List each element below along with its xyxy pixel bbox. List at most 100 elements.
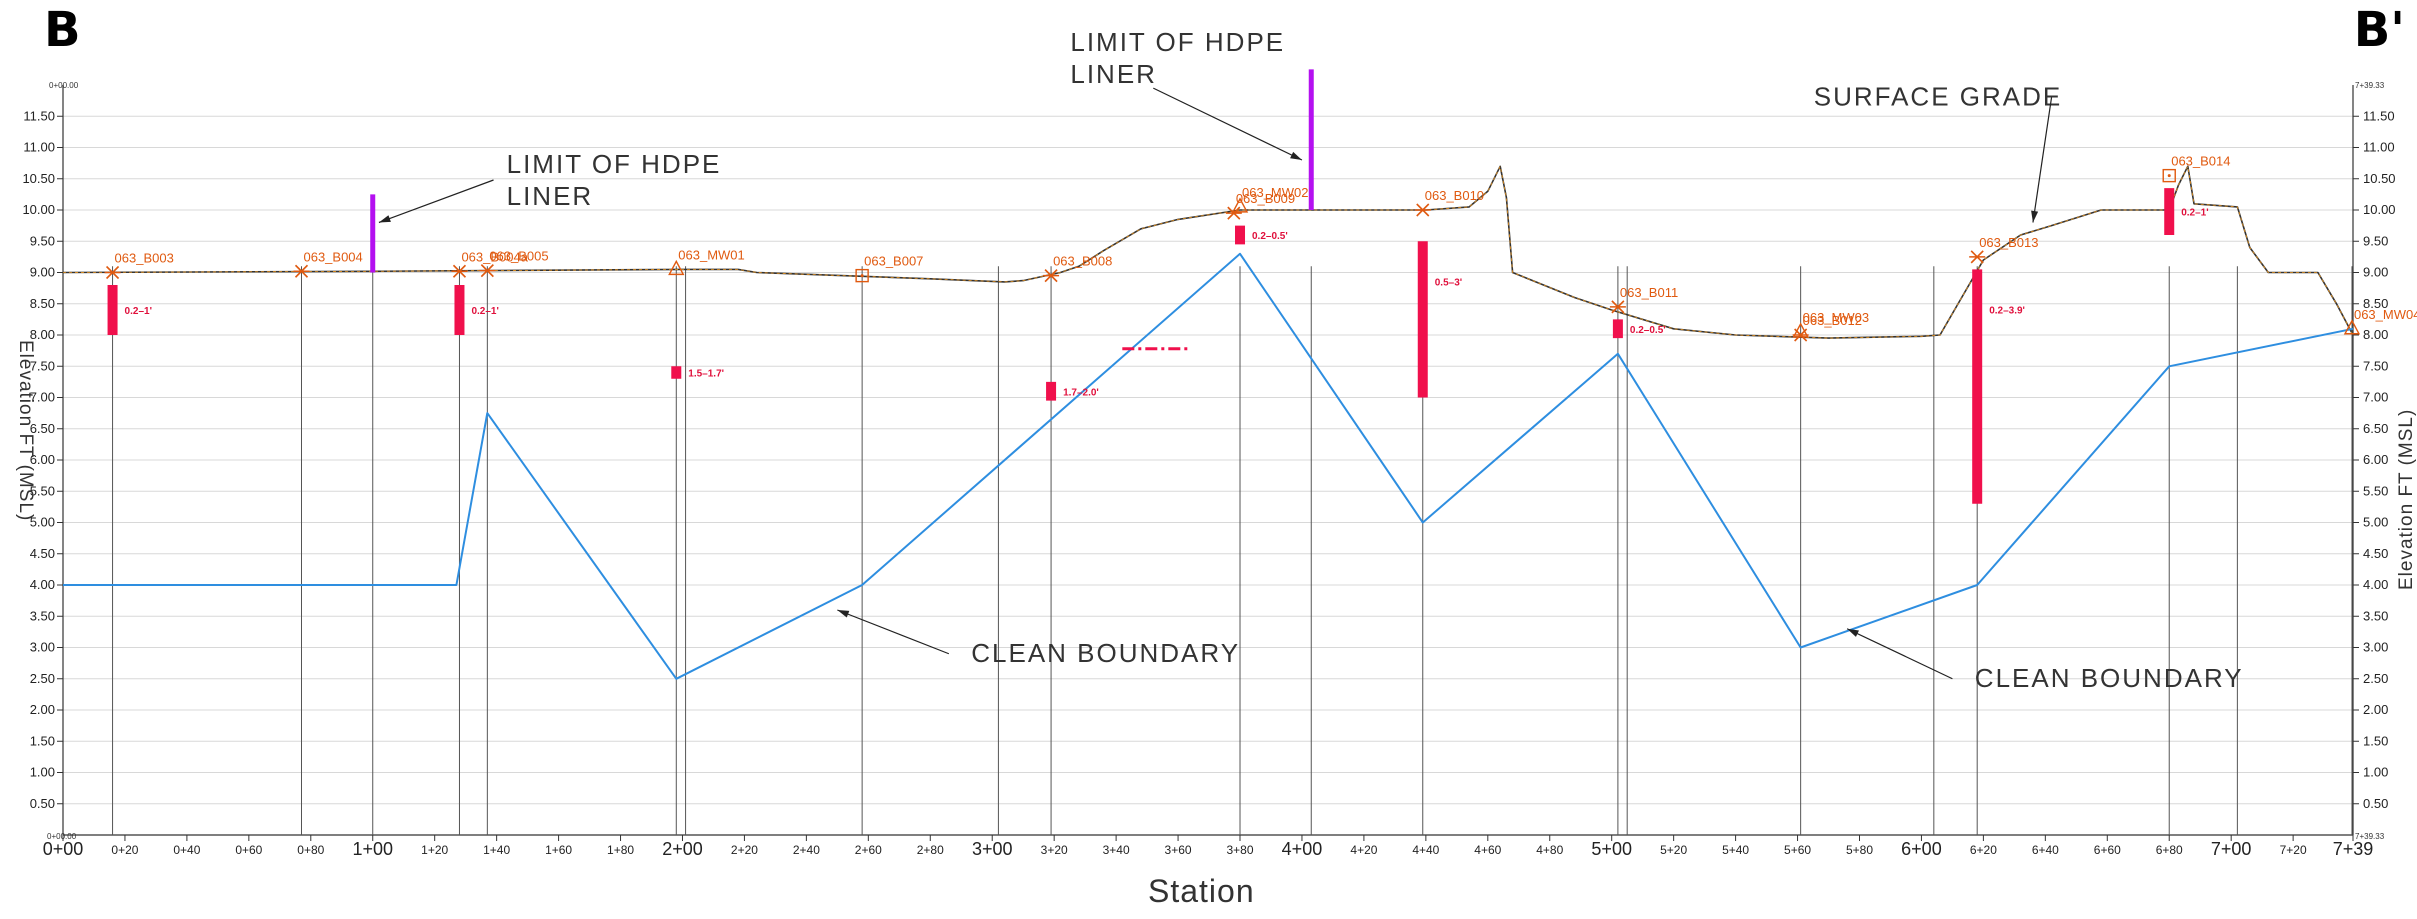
y-tick-label-left: 8.50	[30, 296, 55, 311]
callout-text: CLEAN BOUNDARY	[971, 638, 1240, 668]
marks: 0.2–1' 0.2–1' 1.5–1.7' 1.7–2.0' 0.2–0.5' 0.5–…	[104, 69, 2417, 504]
callout-text: LIMIT OF HDPE	[507, 149, 722, 179]
x-tick-label: 3+60	[1165, 843, 1192, 857]
series	[62, 165, 2354, 680]
boring-label: 063_MW03	[1803, 310, 1869, 325]
y-tick-label-right: 2.00	[2363, 702, 2388, 717]
x-tick-label: 4+60	[1474, 843, 1501, 857]
y-tick-label-right: 10.00	[2363, 202, 2396, 217]
callout-leader	[2032, 97, 2053, 223]
y-tick-label-right: 8.50	[2363, 296, 2388, 311]
contamination-label: 0.2–1'	[125, 306, 152, 317]
boring-star-symbol	[1225, 206, 1242, 220]
x-tick-label: 5+00	[1591, 839, 1632, 859]
surface-accent-line	[62, 165, 2354, 339]
boring-star-symbol	[479, 264, 496, 278]
x-tick-label: 7+39	[2333, 839, 2374, 859]
y-tick-label-right: 3.50	[2363, 608, 2388, 623]
boring-star-symbol	[451, 264, 468, 278]
callout-arrowhead	[837, 610, 850, 618]
axes: 0.50 0.50 1.00 1.00 1.50 1.50 2.00 2.00 2.50 2.50…	[22, 85, 2396, 859]
boring-star-symbol	[1043, 269, 1060, 283]
well-triangle-symbol	[2343, 319, 2361, 335]
x-tick-label: 3+20	[1041, 843, 1068, 857]
boring-label: 063_B007	[864, 254, 923, 269]
section-label-start: B	[44, 2, 81, 58]
callout-arrowhead	[1847, 628, 1859, 637]
y-tick-label-left: 1.00	[30, 765, 55, 780]
boring-label: 063_B012	[1803, 313, 1862, 328]
y-tick-label-right: 5.00	[2363, 515, 2388, 530]
well-triangle-symbol	[668, 259, 685, 276]
y-tick-label-left: 2.00	[30, 702, 55, 717]
boring-label: 063_B011	[1620, 285, 1678, 300]
contamination-interval	[107, 285, 118, 335]
y-tick-label-right: 0.50	[2363, 796, 2388, 811]
x-tick-label: 4+40	[1412, 843, 1439, 857]
x-tick-label: 1+40	[483, 843, 510, 857]
boring-star-symbol	[1609, 300, 1626, 314]
y-tick-label-right: 6.50	[2363, 421, 2388, 436]
station-corner-top-left: 0+00.00	[49, 81, 79, 90]
x-tick-label: 5+80	[1846, 843, 1873, 857]
y-tick-label-left: 9.50	[30, 233, 55, 248]
x-tick-label: 1+60	[545, 843, 572, 857]
x-tick-label: 7+20	[2280, 843, 2307, 857]
contamination-interval	[2164, 188, 2175, 235]
boring-label: 063_B004	[303, 249, 362, 264]
x-tick-label: 0+20	[111, 843, 138, 857]
y-tick-label-left: 1.50	[30, 733, 55, 748]
x-tick-label: 6+40	[2032, 843, 2059, 857]
callout-leader	[837, 609, 950, 655]
boring-star-symbol	[1414, 203, 1431, 217]
callout-leader	[1846, 628, 1953, 680]
x-tick-label: 4+80	[1536, 843, 1563, 857]
boring-lines	[112, 266, 2353, 835]
contamination-label: 1.5–1.7'	[688, 369, 724, 380]
boring-square-symbol	[855, 268, 869, 283]
y-tick-label-left: 8.00	[30, 327, 55, 342]
contamination-label: 0.2–3.9'	[1989, 305, 2025, 316]
boring-label: 063_B014	[2171, 154, 2230, 169]
y-tick-label-left: 4.50	[30, 546, 55, 561]
contamination-label: 0.2–1'	[2181, 208, 2208, 219]
x-tick-label: 6+60	[2094, 843, 2121, 857]
y-tick-label-left: 6.00	[30, 452, 55, 467]
x-tick-label: 1+00	[352, 839, 393, 859]
x-tick-label: 7+00	[2211, 839, 2252, 859]
x-tick-label: 0+40	[173, 843, 200, 857]
boring-square-symbol	[2162, 168, 2176, 183]
callout-text: LINER	[507, 181, 594, 211]
x-tick-label: 5+20	[1660, 843, 1687, 857]
contamination-interval	[1235, 225, 1246, 245]
contamination-interval	[1417, 241, 1428, 398]
callout-arrowhead	[2031, 210, 2039, 223]
y-tick-label-right: 9.50	[2363, 233, 2388, 248]
callout-arrowhead	[1290, 151, 1302, 160]
boring-star-symbol	[104, 265, 121, 280]
contamination-label: 0.2–1'	[471, 306, 498, 317]
y-tick-label-left: 7.50	[30, 358, 55, 373]
x-tick-label: 3+80	[1226, 843, 1253, 857]
boring-star-symbol	[1792, 328, 1809, 342]
boring-label: 063_MW02	[1242, 185, 1308, 200]
y-tick-label-left: 11.00	[23, 140, 55, 155]
x-tick-label: 4+20	[1350, 843, 1377, 857]
y-tick-label-right: 2.50	[2363, 671, 2388, 686]
callout-arrowhead	[378, 215, 391, 223]
contamination-label: 0.2–0.5'	[1630, 325, 1666, 336]
x-tick-label: 1+20	[421, 843, 448, 857]
contamination-interval	[1046, 381, 1057, 401]
station-corner-bottom-left: 0+00.00	[47, 832, 77, 841]
x-tick-label: 4+00	[1282, 839, 1323, 859]
boring-label: 063_B009	[1236, 191, 1295, 206]
y-tick-label-right: 4.50	[2363, 546, 2388, 561]
x-tick-label: 2+00	[662, 839, 703, 859]
y-tick-label-left: 10.00	[22, 202, 55, 217]
y-tick-label-right: 11.00	[2363, 140, 2395, 155]
y-tick-label-right: 1.00	[2363, 765, 2388, 780]
y-tick-label-right: 11.50	[2363, 108, 2395, 123]
boring-label: 063_B008	[1053, 254, 1112, 269]
contamination-label: 0.5–3'	[1435, 277, 1462, 288]
